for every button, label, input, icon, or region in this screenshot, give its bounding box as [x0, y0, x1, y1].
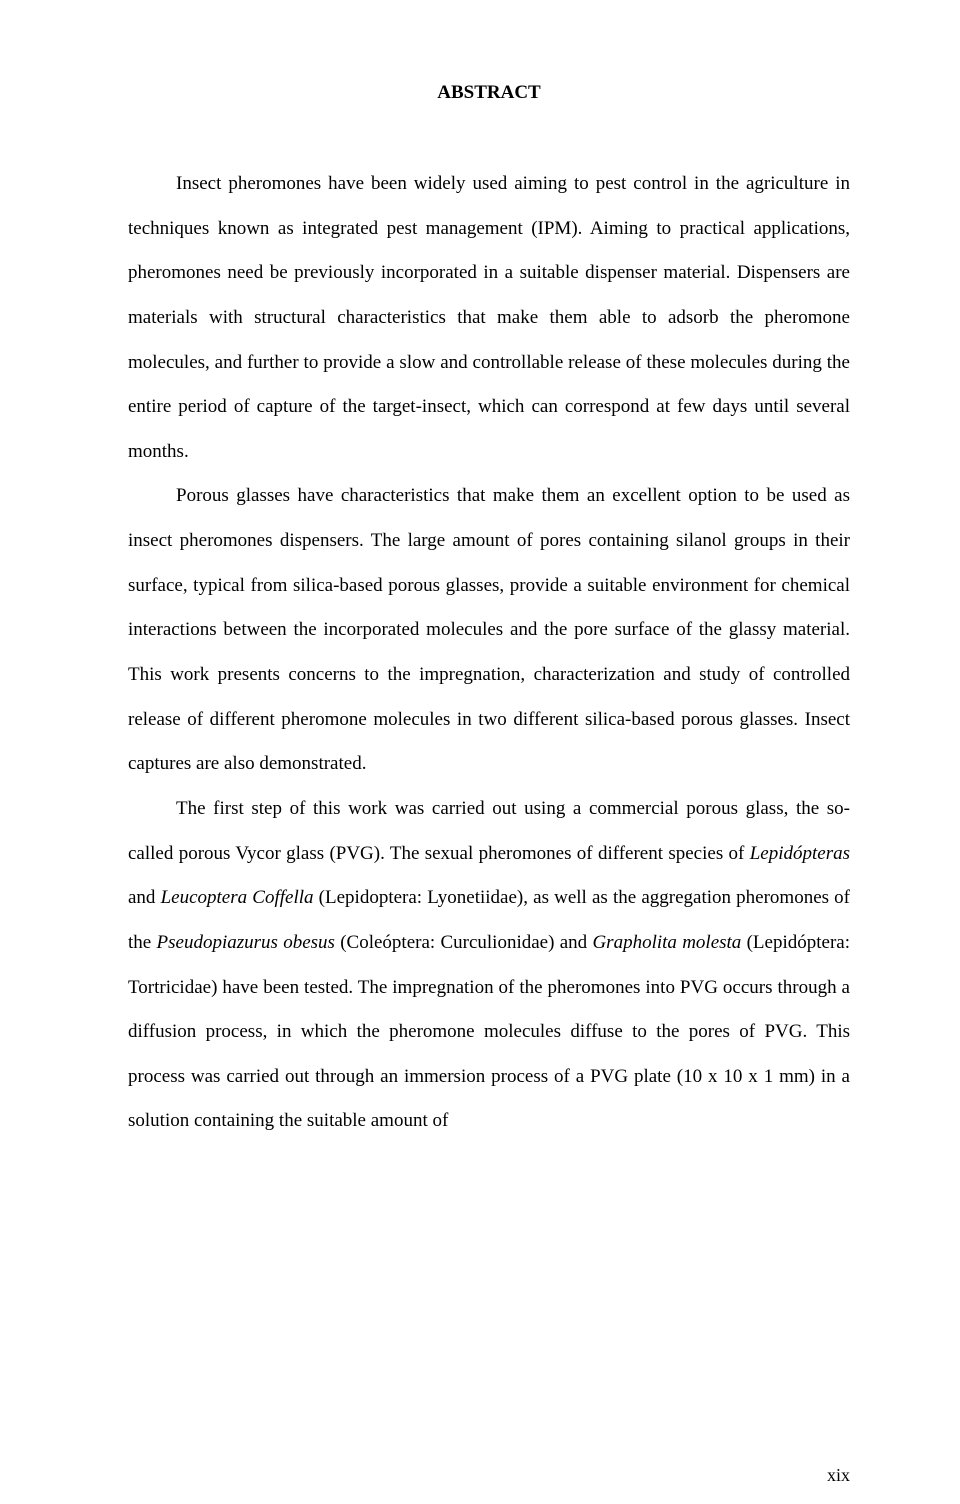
paragraph-3: The first step of this work was carried … [128, 787, 850, 1144]
p3-text: The first step of this work was carried … [128, 798, 850, 864]
p3-text: and [128, 887, 161, 908]
p3-italic-1: Lepidópteras [750, 843, 850, 864]
p3-italic-4: Grapholita molesta [592, 932, 741, 953]
page-number: xix [827, 1465, 850, 1486]
p3-italic-3: Pseudopiazurus obesus [157, 932, 335, 953]
abstract-heading: ABSTRACT [128, 82, 850, 104]
paragraph-1: Insect pheromones have been widely used … [128, 162, 850, 474]
paragraph-2: Porous glasses have characteristics that… [128, 474, 850, 786]
p3-italic-2: Leucoptera Coffella [161, 887, 314, 908]
p3-text: (Lepidóptera: Tortricidae) have been tes… [128, 932, 850, 1132]
p3-text: (Coleóptera: Curculionidae) and [335, 932, 593, 953]
